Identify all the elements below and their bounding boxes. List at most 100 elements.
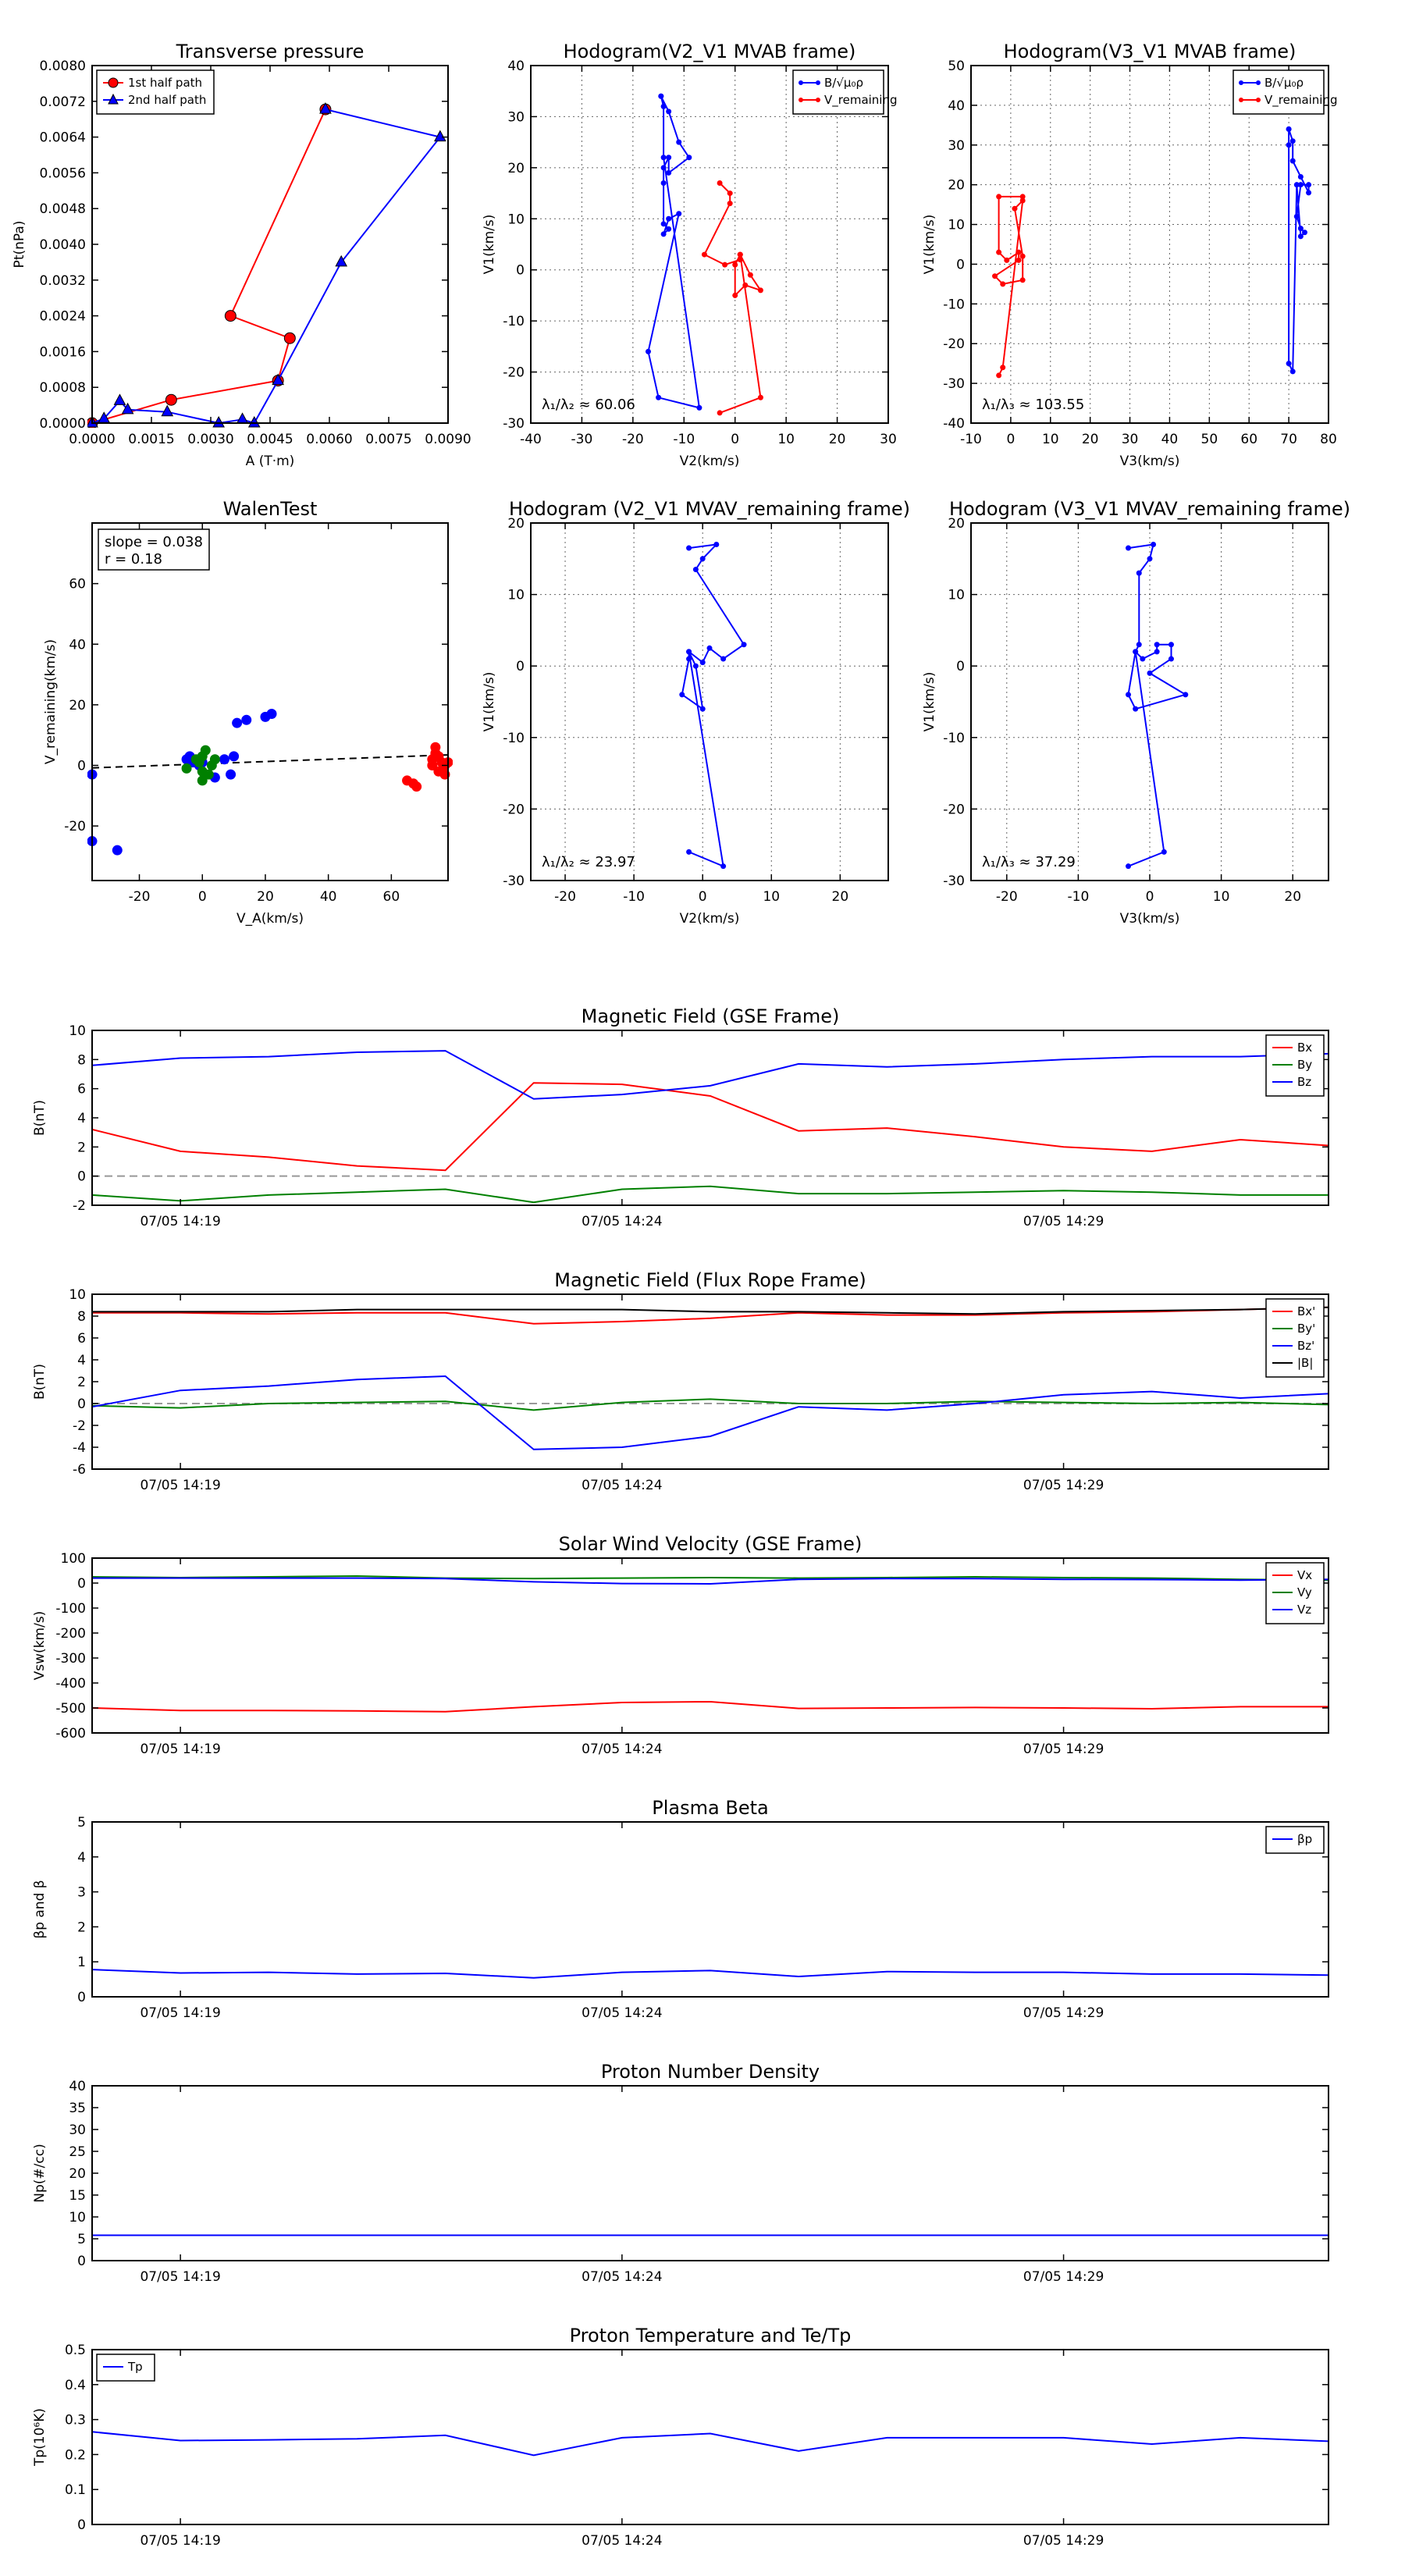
x-tick-label: 20 [829, 432, 846, 447]
chart-title: Hodogram(V2_V1 MVAB frame) [564, 41, 856, 62]
legend-marker [1239, 98, 1243, 102]
y-tick-label: 2 [77, 1920, 86, 1935]
y-tick-label: 0.3 [65, 2413, 86, 2428]
data-point [434, 130, 446, 142]
data-point [996, 372, 1002, 379]
axes-frame [91, 1821, 1329, 1998]
y-tick-label: 40 [948, 98, 965, 114]
stats-box [98, 528, 210, 571]
data-point [727, 201, 733, 207]
data-point [1019, 253, 1026, 259]
data-point [660, 103, 667, 109]
axes-frame [530, 65, 889, 424]
legend-label: Bz' [1297, 1339, 1314, 1353]
axes-frame [970, 65, 1329, 424]
series-line [91, 1574, 1329, 1582]
y-tick-label: -30 [943, 873, 965, 889]
y-tick-label: 40 [69, 637, 86, 653]
y-tick-label: 0.0000 [40, 416, 86, 432]
x-tick-label: 07/05 14:24 [582, 2269, 662, 2285]
chart-mf_fr: Magnetic Field (Flux Rope Frame) 07/05 14… [32, 1269, 1329, 1493]
data-point [1297, 233, 1304, 240]
data-point [1004, 257, 1010, 263]
data-point [1286, 142, 1292, 148]
legend-label: 2nd half path [128, 93, 206, 107]
chart-title: Hodogram(V3_V1 MVAB frame) [1004, 41, 1297, 62]
data-point [1147, 670, 1153, 676]
chart-h31r: Hodogram (V3_V1 MVAV_remaining frame) -20… [922, 498, 1350, 927]
y-axis-label: V1(km/s) [482, 672, 497, 732]
legend-marker [1256, 98, 1261, 102]
data-point [696, 404, 702, 411]
data-point [1151, 541, 1157, 547]
data-point [1133, 706, 1139, 712]
stats-text: slope = 0.038 [105, 534, 203, 550]
x-tick-label: 07/05 14:19 [140, 1214, 220, 1229]
series-line [91, 1398, 1329, 1411]
data-point [229, 751, 240, 762]
axes-frame [91, 1293, 1329, 1470]
y-tick-label: -2 [73, 1418, 86, 1434]
legend-marker [1256, 80, 1261, 85]
chart-title: Proton Temperature and Te/Tp [570, 2325, 852, 2347]
x-tick-label: 07/05 14:29 [1023, 2533, 1104, 2549]
legend-box [96, 69, 215, 115]
data-point [757, 287, 763, 294]
chart-h31: Hodogram(V3_V1 MVAB frame) -10 0 10 20 30 40 50… [922, 41, 1338, 469]
x-tick-label: 0.0060 [306, 432, 352, 447]
y-tick-label: -10 [503, 314, 525, 329]
x-tick-label: 07/05 14:19 [140, 2533, 220, 2549]
x-tick-label: 60 [383, 889, 400, 905]
y-tick-label: 20 [948, 516, 965, 532]
x-tick-label: 80 [1320, 432, 1337, 447]
data-point [686, 656, 692, 662]
chart-np: Proton Number Density 07/05 14:19 07/05 14… [32, 2061, 1329, 2285]
chart-sw: Solar Wind Velocity (GSE Frame) 07/05 14:… [32, 1533, 1329, 1757]
legend-label: |B| [1297, 1356, 1313, 1370]
y-tick-label: 0.0048 [40, 201, 86, 217]
data-point [737, 251, 743, 258]
data-point [247, 415, 261, 428]
y-tick-label: 8 [77, 1052, 86, 1068]
legend-label: Vx [1297, 1568, 1312, 1582]
legend-box [1232, 69, 1325, 115]
legend-marker [108, 93, 119, 105]
chart-walen: WalenTest -20 0 20 40 60 -20 0 20 40 60 V_A(km/s) V_… [43, 498, 453, 927]
x-tick-label: 07/05 14:24 [582, 2533, 662, 2549]
data-point [1016, 249, 1022, 255]
axes-frame [530, 522, 889, 881]
data-point [1133, 649, 1139, 655]
data-point [992, 273, 998, 279]
y-axis-label: B(nT) [32, 1364, 48, 1400]
y-tick-label: 10 [948, 588, 965, 603]
series-line [92, 1306, 1329, 1325]
data-point [430, 742, 441, 753]
data-point [219, 754, 229, 765]
y-tick-label: -400 [55, 1676, 86, 1692]
data-point [1161, 849, 1167, 855]
y-tick-label: -200 [55, 1626, 86, 1642]
y-tick-label: 0 [77, 1576, 86, 1592]
y-tick-label: 100 [61, 1551, 86, 1567]
data-point [1016, 257, 1022, 263]
y-tick-label: 0.0056 [40, 165, 86, 181]
data-point [1154, 649, 1160, 655]
axes-frame [91, 1557, 1329, 1734]
y-tick-label: 10 [69, 1287, 86, 1303]
y-axis-label: Pt(nPa) [12, 221, 27, 269]
legend-label: B/√μ₀ρ [1264, 76, 1304, 90]
x-tick-label: 10 [1213, 889, 1230, 905]
data-point [1126, 545, 1132, 551]
data-point [197, 766, 208, 777]
x-tick-label: 10 [763, 889, 780, 905]
x-tick-label: 0 [1146, 889, 1154, 905]
y-tick-label: 3 [77, 1885, 86, 1901]
series-line [91, 2431, 1329, 2457]
series-line [647, 95, 701, 409]
y-tick-label: 10 [69, 1023, 86, 1039]
data-point [666, 169, 672, 176]
y-tick-label: 4 [77, 1111, 86, 1126]
ratio-annotation: λ₁/λ₂ ≈ 60.06 [542, 397, 635, 413]
y-tick-label: 0.0032 [40, 273, 86, 289]
legend-marker [816, 98, 820, 102]
